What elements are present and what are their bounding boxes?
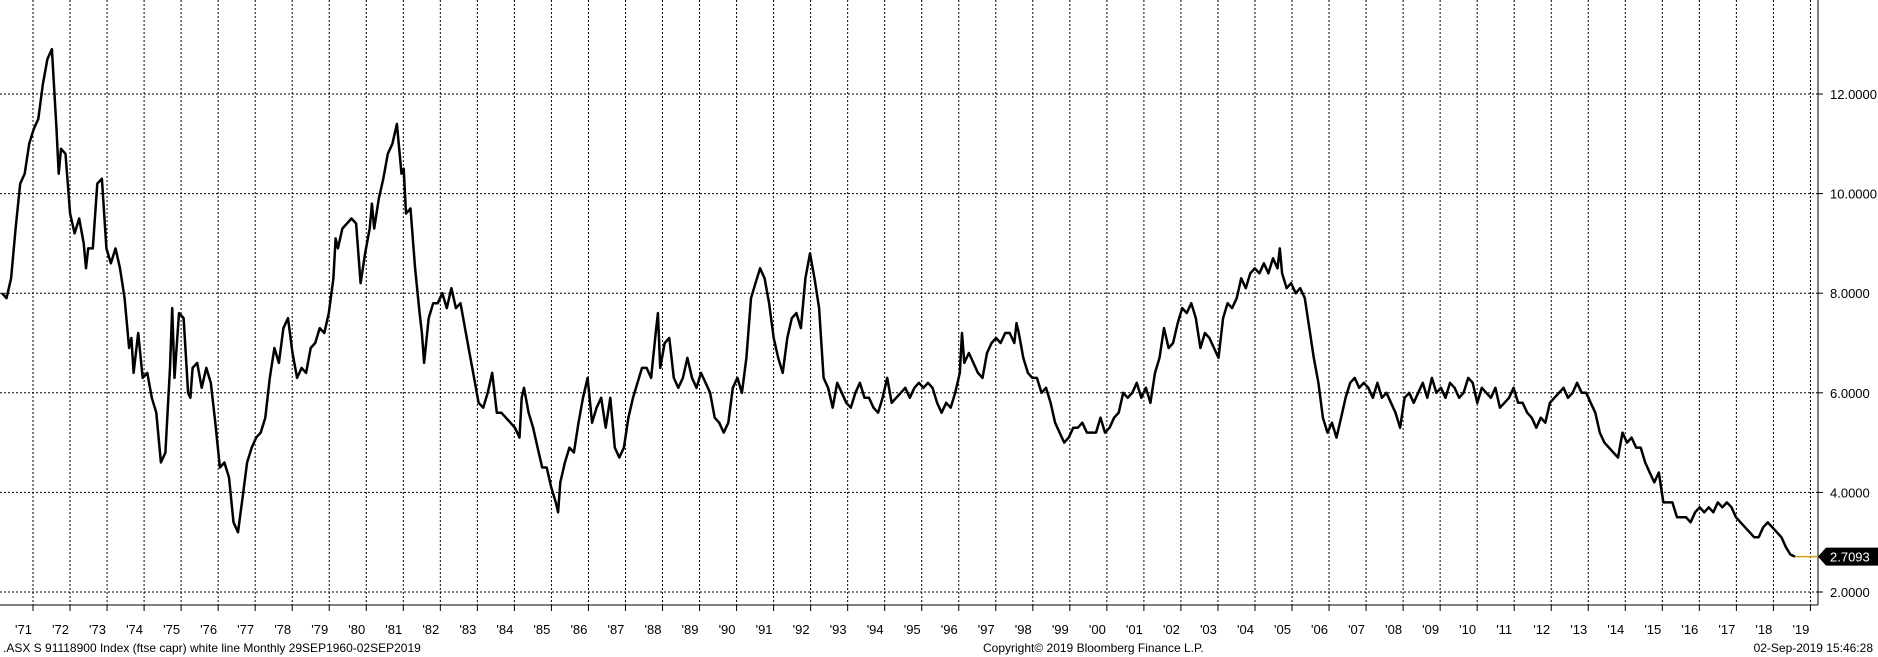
y-tick-label: 12.0000 xyxy=(1830,87,1877,102)
x-tick-label: '71 xyxy=(15,622,32,637)
x-tick-label: '10 xyxy=(1459,622,1476,637)
x-tick-label: '14 xyxy=(1607,622,1624,637)
x-tick-label: '93 xyxy=(830,622,847,637)
x-tick-label: '95 xyxy=(904,622,921,637)
x-tick-label: '97 xyxy=(978,622,995,637)
x-tick-label: '86 xyxy=(570,622,587,637)
x-tick-label: '88 xyxy=(645,622,662,637)
footer-timestamp: 02-Sep-2019 15:46:28 xyxy=(1753,641,1873,655)
x-tick-label: '04 xyxy=(1237,622,1254,637)
x-tick-label: '01 xyxy=(1126,622,1143,637)
x-tick-label: '81 xyxy=(385,622,402,637)
x-tick-label: '78 xyxy=(274,622,291,637)
x-tick-label: '07 xyxy=(1348,622,1365,637)
grid-lines xyxy=(0,0,1818,605)
y-tick-label: 10.0000 xyxy=(1830,187,1877,202)
x-tick-label: '96 xyxy=(941,622,958,637)
x-tick-label: '17 xyxy=(1718,622,1735,637)
x-tick-label: '72 xyxy=(52,622,69,637)
last-value-marker: 2.7093 xyxy=(1795,547,1878,566)
x-tick-label: '91 xyxy=(756,622,773,637)
y-tick-label: 6.0000 xyxy=(1830,386,1870,401)
x-tick-label: '94 xyxy=(867,622,884,637)
x-tick-label: '89 xyxy=(682,622,699,637)
x-tick-label: '75 xyxy=(163,622,180,637)
x-tick-label: '13 xyxy=(1570,622,1587,637)
y-tick-label: 8.0000 xyxy=(1830,286,1870,301)
x-tick-label: '11 xyxy=(1496,622,1512,637)
footer-copyright: Copyright© 2019 Bloomberg Finance L.P. xyxy=(983,641,1204,655)
x-tick-label: '05 xyxy=(1274,622,1291,637)
y-tick-label: 4.0000 xyxy=(1830,485,1870,500)
x-tick-label: '87 xyxy=(607,622,624,637)
x-tick-label: '06 xyxy=(1311,622,1328,637)
x-tick-label: '00 xyxy=(1089,622,1106,637)
x-tick-label: '15 xyxy=(1644,622,1661,637)
x-tick-label: '98 xyxy=(1015,622,1032,637)
x-tick-label: '16 xyxy=(1681,622,1698,637)
last-value-label: 2.7093 xyxy=(1830,550,1870,565)
x-tick-label: '85 xyxy=(533,622,550,637)
x-tick-label: '83 xyxy=(459,622,476,637)
x-tick-label: '19 xyxy=(1792,622,1809,637)
y-tick-label: 2.0000 xyxy=(1830,585,1870,600)
x-tick-label: '80 xyxy=(348,622,365,637)
x-tick-label: '09 xyxy=(1422,622,1439,637)
last-value-box xyxy=(1818,547,1878,566)
axes xyxy=(0,0,1819,606)
x-tick-label: '90 xyxy=(719,622,736,637)
x-axis-ticks: '71 '72 '73 '74 '75 '76 '77 '78 '79 '80 '81 '82 '83 '… xyxy=(15,605,1811,637)
y-axis-ticks: 12.0000 10.0000 8.0000 6.0000 4.0000 2.0000 xyxy=(1818,87,1877,600)
x-tick-label: '74 xyxy=(126,622,143,637)
x-tick-label: '82 xyxy=(422,622,439,637)
x-tick-label: '99 xyxy=(1052,622,1069,637)
x-tick-label: '92 xyxy=(793,622,810,637)
x-tick-label: '77 xyxy=(237,622,254,637)
x-tick-label: '84 xyxy=(496,622,513,637)
x-tick-label: '12 xyxy=(1533,622,1550,637)
x-tick-label: '02 xyxy=(1163,622,1180,637)
footer-description: .ASX S 91118900 Index (ftse capr) white … xyxy=(3,641,421,655)
x-tick-label: '08 xyxy=(1385,622,1402,637)
series-layer xyxy=(1,47,1796,558)
x-tick-label: '18 xyxy=(1755,622,1772,637)
x-tick-label: '76 xyxy=(200,622,217,637)
x-tick-label: '03 xyxy=(1200,622,1217,637)
x-tick-label: '79 xyxy=(311,622,328,637)
series-line xyxy=(1,47,1796,558)
x-tick-label: '73 xyxy=(89,622,106,637)
